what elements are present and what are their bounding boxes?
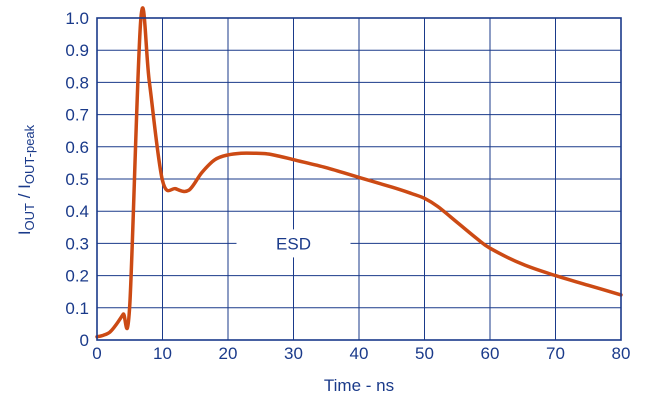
y-tick-label: 0.4 (65, 202, 89, 221)
x-tick-labels: 0 10 20 30 40 50 60 70 80 (92, 344, 630, 363)
y-tick-label: 0.3 (65, 234, 89, 253)
y-tick-label: 0.2 (65, 267, 89, 286)
y-tick-labels: 0 0.1 0.2 0.3 0.4 0.5 0.6 0.7 0.8 0.9 1.0 (65, 9, 89, 350)
y-tick-label: 0.8 (65, 73, 89, 92)
y-label-sub2: OUT-peak (22, 124, 37, 184)
x-tick-label: 20 (219, 344, 238, 363)
x-tick-label: 70 (546, 344, 565, 363)
y-axis-label: IOUT / IOUT-peak (15, 124, 37, 235)
y-label-main: I (15, 230, 34, 235)
y-tick-label: 0.7 (65, 106, 89, 125)
plot-frame (96, 17, 622, 341)
y-label-sub1: OUT (22, 203, 37, 231)
y-tick-label: 0.5 (65, 170, 89, 189)
y-tick-label: 0.6 (65, 138, 89, 157)
y-tick-label: 0.9 (65, 41, 89, 60)
x-tick-label: 80 (612, 344, 631, 363)
x-tick-label: 0 (92, 344, 101, 363)
esd-annotation: ESD (236, 229, 351, 258)
x-tick-label: 10 (153, 344, 172, 363)
grid-lines (97, 18, 621, 340)
annotation-background (236, 229, 351, 258)
x-tick-label: 40 (350, 344, 369, 363)
y-tick-label: 0.1 (65, 299, 89, 318)
x-axis-label: Time - ns (324, 376, 394, 395)
x-tick-label: 60 (481, 344, 500, 363)
x-tick-label: 50 (415, 344, 434, 363)
y-label-mid: / I (15, 184, 34, 203)
series-lines (95, 6, 623, 339)
y-tick-label: 0 (80, 331, 89, 350)
annotation-text: ESD (276, 234, 311, 253)
series-line (95, 6, 623, 339)
y-tick-label: 1.0 (65, 9, 89, 28)
x-tick-label: 30 (284, 344, 303, 363)
